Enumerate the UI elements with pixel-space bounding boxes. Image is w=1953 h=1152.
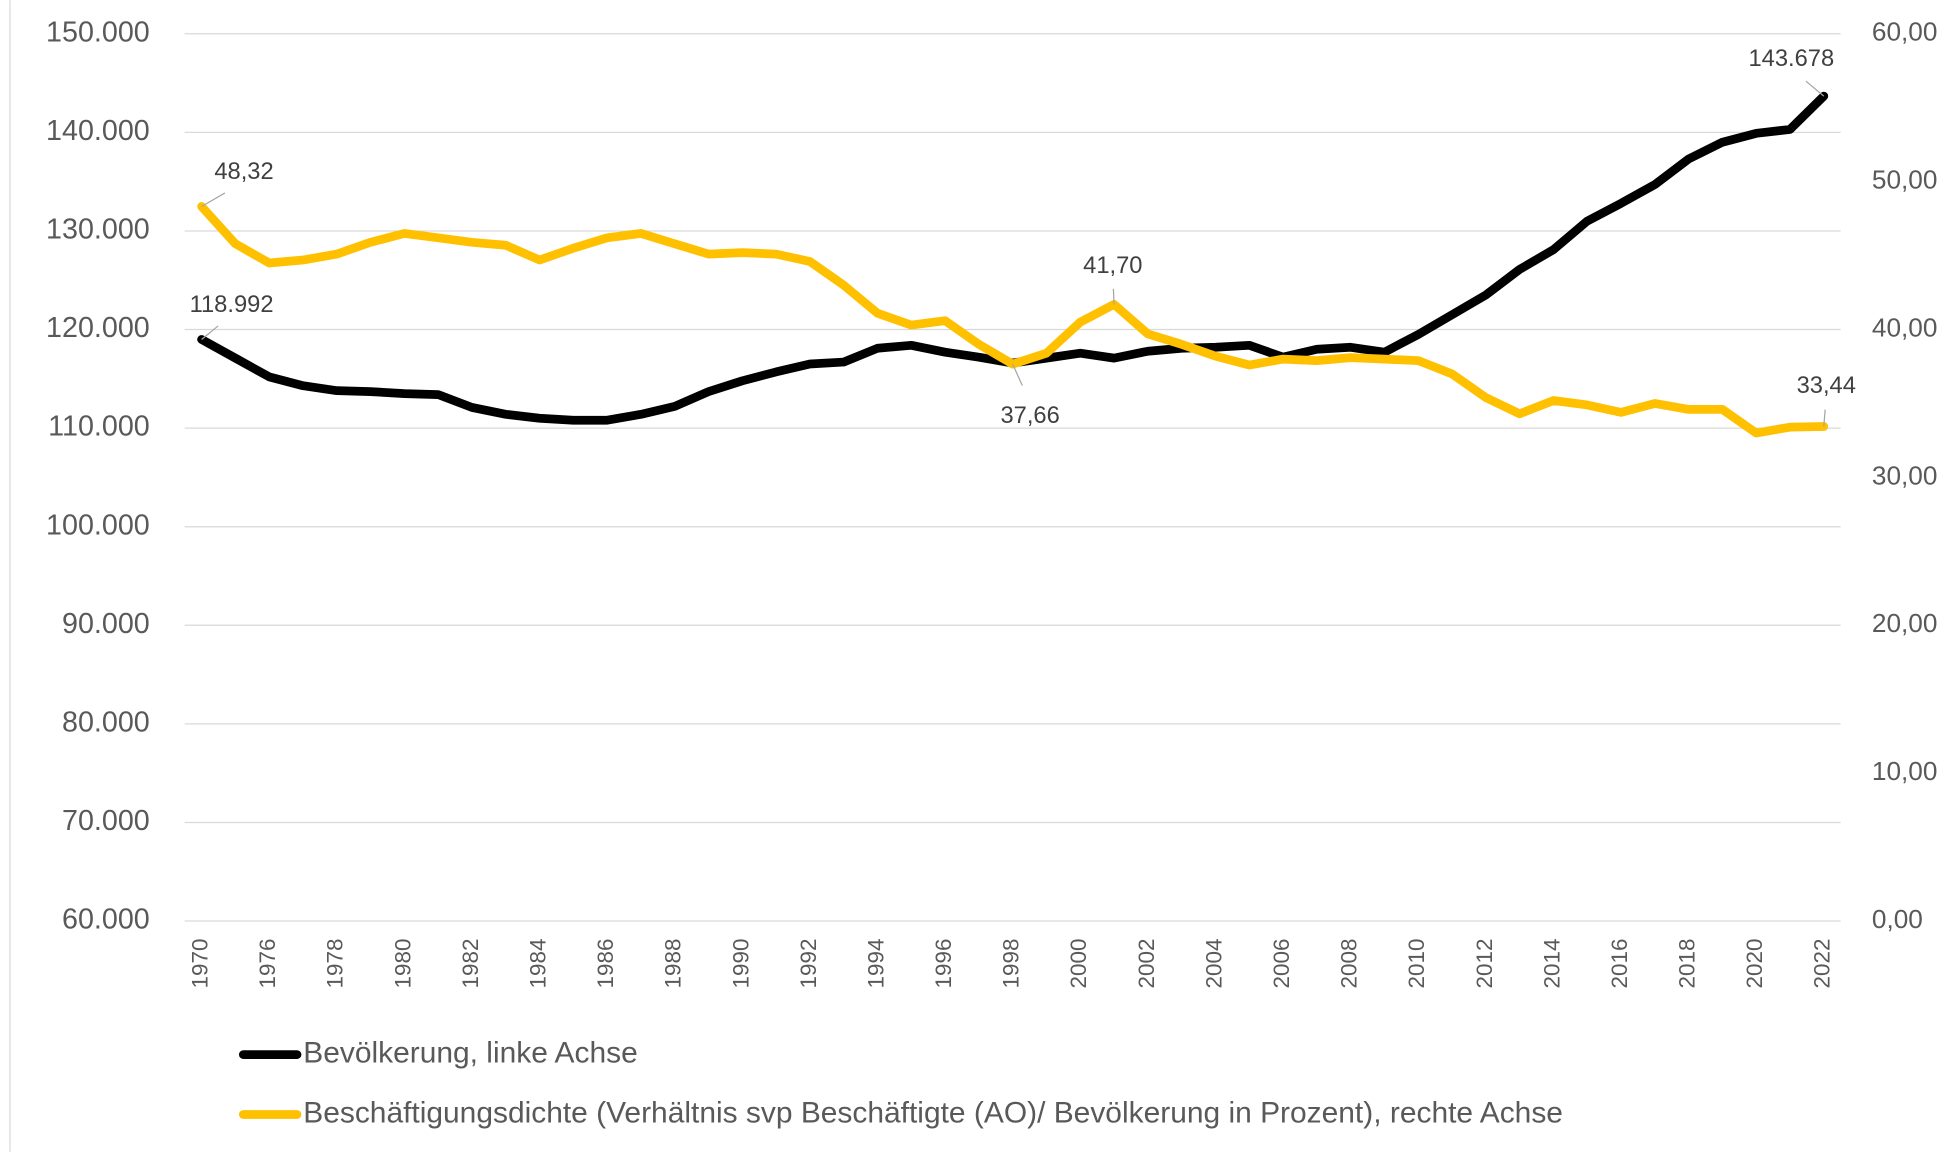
y-tick-label: 150.000 <box>46 16 150 48</box>
y-tick-label: 130.000 <box>46 214 150 246</box>
x-tick-label: 2014 <box>1539 939 1564 989</box>
x-tick-label: 1994 <box>863 939 888 989</box>
x-tick-label: 2000 <box>1066 939 1091 989</box>
leader-line <box>1012 363 1023 386</box>
data-label: 37,66 <box>1000 403 1059 429</box>
y2-tick-label: 30,00 <box>1872 460 1938 490</box>
y2-tick-label: 50,00 <box>1872 165 1938 195</box>
y2-tick-label: 60,00 <box>1872 17 1938 47</box>
data-label: 48,32 <box>214 159 273 185</box>
x-tick-label: 2008 <box>1337 939 1362 989</box>
leader-line <box>1805 80 1825 97</box>
leader-line <box>201 192 226 208</box>
y-tick-label: 60.000 <box>62 904 150 936</box>
x-tick-label: 1978 <box>323 939 348 989</box>
x-tick-label: 2020 <box>1742 939 1767 989</box>
y-tick-label: 140.000 <box>46 115 150 147</box>
y2-tick-label: 20,00 <box>1872 608 1938 638</box>
x-tick-label: 1976 <box>255 939 280 989</box>
x-tick-label: 1984 <box>525 939 550 989</box>
data-label: 33,44 <box>1797 373 1856 399</box>
y-tick-label: 120.000 <box>46 312 150 344</box>
y-tick-label: 80.000 <box>62 706 150 738</box>
x-tick-label: 1998 <box>999 939 1024 989</box>
x-tick-label: 2004 <box>1201 939 1226 989</box>
data-label: 118.992 <box>190 292 274 318</box>
legend-label: Bevölkerung, linke Achse <box>303 1036 638 1069</box>
x-tick-label: 1988 <box>661 939 686 989</box>
x-tick-label: 2018 <box>1675 939 1700 989</box>
x-tick-label: 1996 <box>931 939 956 989</box>
x-tick-label: 2012 <box>1472 939 1497 989</box>
data-label: 41,70 <box>1083 253 1142 279</box>
y-tick-label: 110.000 <box>48 411 150 443</box>
y-tick-label: 100.000 <box>46 509 150 541</box>
x-tick-label: 2006 <box>1269 939 1294 989</box>
data-label: 143.678 <box>1748 46 1834 72</box>
y-tick-label: 70.000 <box>62 805 150 837</box>
x-tick-label: 1992 <box>796 939 821 989</box>
x-tick-label: 2002 <box>1134 939 1159 989</box>
leader-line <box>201 325 219 340</box>
x-tick-label: 1980 <box>390 939 415 989</box>
x-tick-label: 1986 <box>593 939 618 989</box>
x-tick-label: 2016 <box>1607 939 1632 989</box>
x-tick-label: 1982 <box>458 939 483 989</box>
x-tick-label: 2010 <box>1404 939 1429 989</box>
y2-tick-label: 10,00 <box>1872 756 1938 786</box>
legend-label: Beschäftigungsdichte (Verhältnis svp Bes… <box>303 1096 1563 1129</box>
y2-tick-label: 0,00 <box>1872 904 1923 934</box>
x-tick-label: 2022 <box>1810 939 1835 989</box>
leader-line <box>1112 288 1115 305</box>
y-tick-label: 90.000 <box>62 608 150 640</box>
leader-line <box>1823 409 1826 427</box>
x-tick-label: 1990 <box>728 939 753 989</box>
y2-tick-label: 40,00 <box>1872 312 1938 342</box>
x-tick-label: 1970 <box>188 939 213 989</box>
